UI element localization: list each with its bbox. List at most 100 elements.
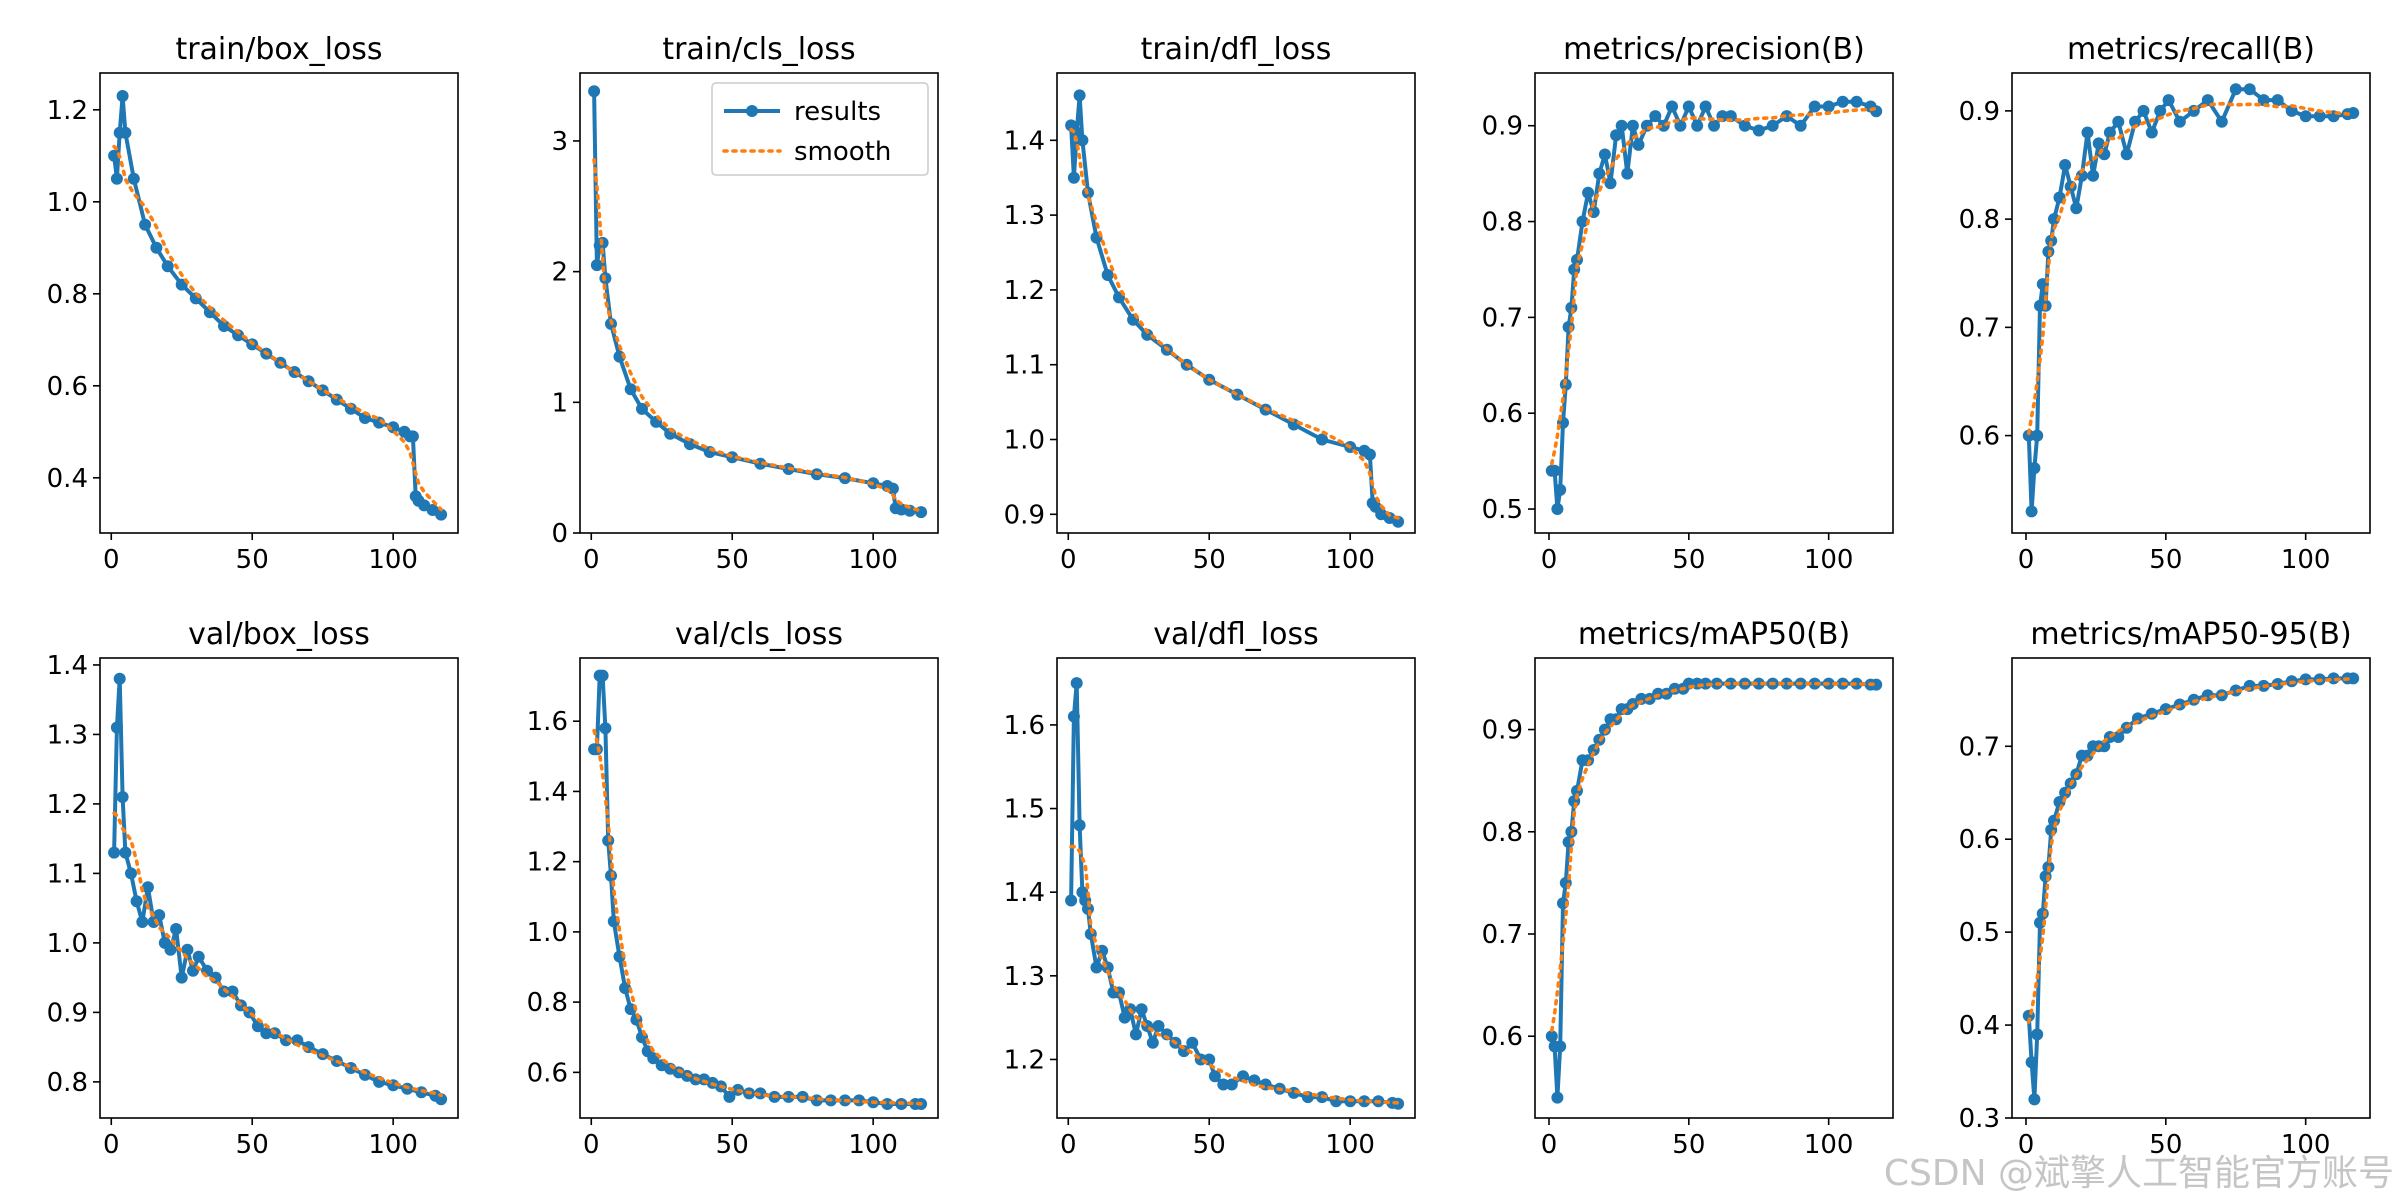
results-point <box>588 85 601 98</box>
x-tick-label: 0 <box>1541 1130 1558 1160</box>
legend-results-label: results <box>794 97 881 127</box>
smooth-line <box>1069 127 1400 520</box>
subplot-title: metrics/recall(B) <box>2067 32 2315 67</box>
results-point <box>1217 1078 1230 1091</box>
x-tick-label: 100 <box>2281 545 2331 575</box>
results-point <box>599 722 612 735</box>
y-tick-label: 1.4 <box>527 777 568 807</box>
results-point <box>2022 429 2035 442</box>
x-tick-label: 100 <box>368 1130 418 1160</box>
legend-results-marker <box>746 105 758 117</box>
y-tick-label: 0.4 <box>1959 1011 2000 1041</box>
results-point <box>1615 119 1628 132</box>
subplot-title: metrics/precision(B) <box>1563 32 1865 67</box>
x-tick-label: 50 <box>236 1130 269 1160</box>
x-tick-label: 0 <box>2018 1130 2035 1160</box>
results-point <box>1101 269 1114 281</box>
results-point <box>1152 1020 1165 1032</box>
results-point <box>1070 677 1083 690</box>
results-point <box>1666 100 1678 113</box>
results-point <box>1073 819 1086 832</box>
subplot-title: train/cls_loss <box>662 32 855 67</box>
results-point <box>683 438 696 451</box>
y-tick-label: 1.2 <box>47 790 88 820</box>
results-point <box>2028 1093 2041 1106</box>
results-point <box>1604 177 1617 190</box>
csdn-watermark: CSDN @斌擎人工智能官方账号 <box>1883 1153 2394 1194</box>
results-point <box>2028 462 2041 475</box>
results-point <box>113 672 126 685</box>
x-tick-label: 50 <box>1672 1130 1705 1160</box>
smooth-line <box>2027 101 2355 436</box>
results-point <box>1316 433 1328 446</box>
smooth-line <box>1550 681 1878 1033</box>
y-tick-label: 0.9 <box>1482 716 1523 746</box>
x-tick-label: 0 <box>2018 545 2035 575</box>
results-point <box>2075 169 2088 182</box>
results-point <box>139 218 152 231</box>
results-point <box>1554 1040 1567 1053</box>
results-point <box>2036 907 2049 920</box>
results-point <box>110 721 123 734</box>
results-point <box>116 90 129 102</box>
axes-frame <box>2011 72 2371 534</box>
results-point <box>1067 171 1080 184</box>
results-point <box>1691 119 1704 132</box>
results-point <box>175 971 188 984</box>
subplot-1: train/box_loss 0 50 100 0.4 0.6 0.8 1.0 1.2 <box>47 32 459 575</box>
results-point <box>2129 115 2142 128</box>
results-line <box>2026 676 2354 1102</box>
results-point <box>1551 503 1564 515</box>
x-tick-label: 100 <box>1804 545 1854 575</box>
results-point <box>1576 215 1589 228</box>
axes-frame <box>1056 72 1416 534</box>
x-tick-label: 0 <box>1060 1130 1077 1160</box>
results-point <box>2045 234 2058 247</box>
subplot-title: train/dfl_loss <box>1141 32 1332 67</box>
results-line <box>1549 681 1877 1100</box>
y-tick-label: 0.6 <box>1482 1022 1523 1052</box>
results-point <box>161 260 174 273</box>
subplot-title: val/cls_loss <box>675 617 843 652</box>
y-tick-label: 0.8 <box>527 988 568 1018</box>
subplot-7: val/cls_loss 0 50 100 0.6 0.8 1.0 1.2 1.4 1.6 <box>527 617 939 1160</box>
results-point <box>153 909 166 922</box>
axes-frame <box>1534 72 1894 534</box>
results-point <box>1287 418 1300 431</box>
results-line <box>1551 99 1878 511</box>
results-point <box>170 923 183 935</box>
results-point <box>1738 119 1751 132</box>
results-point <box>1682 100 1695 113</box>
y-tick-label: 0.5 <box>1959 918 2000 948</box>
results-point <box>2025 505 2038 518</box>
results-point <box>1626 119 1639 132</box>
y-tick-label: 0.8 <box>47 1068 88 1098</box>
results-point <box>723 1090 736 1103</box>
results-point <box>2347 107 2360 119</box>
results-point <box>624 383 637 396</box>
y-tick-label: 0.5 <box>1482 495 1523 525</box>
results-point <box>1794 119 1807 132</box>
results-point <box>2229 83 2242 96</box>
results-point <box>130 895 143 908</box>
x-tick-label: 100 <box>2281 1130 2331 1160</box>
subplot-3: train/dfl_loss 0 50 100 0.9 1.0 1.1 1.2 1.3 1.4 <box>1004 32 1416 575</box>
subplot-title: metrics/mAP50-95(B) <box>2030 617 2351 652</box>
results-point <box>2243 83 2256 96</box>
results-point <box>2092 137 2105 150</box>
y-tick-label: 1.4 <box>1004 878 1045 908</box>
axes-frame <box>2011 657 2371 1119</box>
y-tick-label: 0.9 <box>1004 500 1045 530</box>
results-point <box>2059 159 2072 171</box>
x-tick-label: 0 <box>103 545 120 575</box>
y-tick-label: 1.6 <box>1004 711 1045 741</box>
axes-frame <box>579 657 939 1119</box>
results-point <box>1146 1036 1159 1049</box>
results-point <box>406 430 419 443</box>
results-point <box>141 881 154 894</box>
results-point <box>619 982 632 995</box>
subplot-title: val/box_loss <box>188 617 370 652</box>
x-tick-label: 50 <box>1672 545 1705 575</box>
results-point <box>1129 1028 1142 1041</box>
